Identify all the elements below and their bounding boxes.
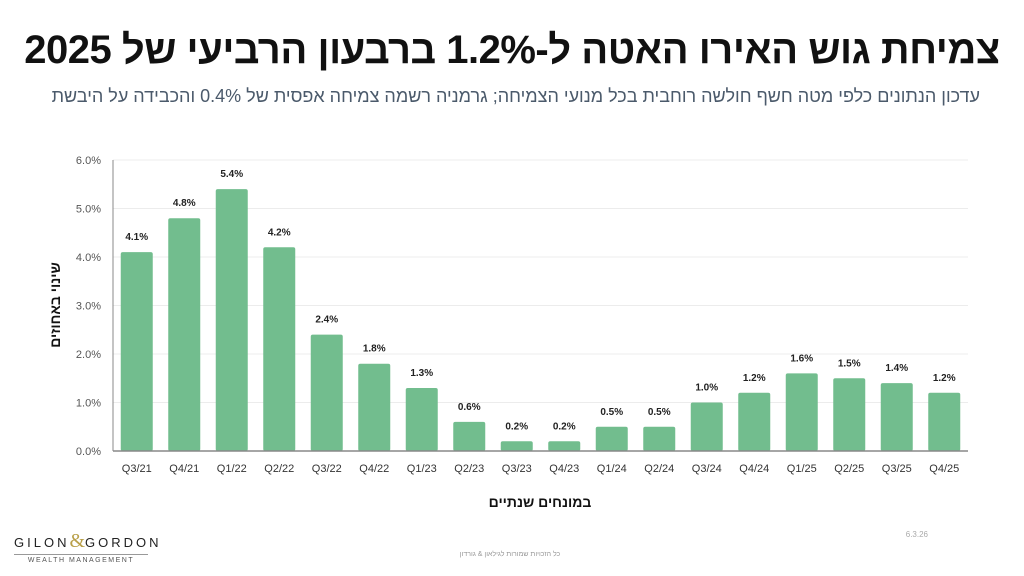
bar [405, 387, 438, 451]
page-subtitle: עדכון הנתונים כלפי מטה חשף חולשה רוחבית … [51, 86, 980, 106]
page-title: צמיחת גוש האירו האטה ל-1.2% ברבעון הרביע… [24, 28, 1000, 72]
bar [785, 373, 818, 451]
x-tick-label: Q3/22 [312, 463, 342, 475]
data-label: 1.4% [885, 363, 908, 374]
bar [120, 252, 153, 451]
data-label: 1.5% [838, 358, 861, 369]
data-label: 1.6% [790, 353, 813, 364]
bar [928, 392, 961, 451]
x-tick-label: Q2/24 [644, 463, 674, 475]
data-label: 4.8% [173, 198, 196, 209]
bar [500, 441, 533, 451]
x-tick-label: Q1/24 [597, 463, 627, 475]
y-tick-label: 1.0% [76, 398, 101, 410]
slide-date: 6.3.26 [905, 530, 928, 539]
x-tick-label: Q3/24 [692, 463, 722, 475]
data-label: 1.2% [933, 373, 956, 384]
bar [168, 218, 201, 451]
data-label: 4.1% [125, 232, 148, 243]
data-label: 0.2% [553, 421, 576, 432]
x-axis-ticks: Q3/21 Q4/21 Q1/22 Q2/22 Q3/22 Q4/22 Q1/23 Q2/23… [122, 463, 959, 475]
data-label: 0.6% [458, 402, 481, 413]
company-logo: GILON&GORDON WEALTH MANAGEMENT [14, 530, 159, 564]
bar [643, 426, 676, 451]
data-labels: 4.1% 4.8% 5.4% 4.2% 2.4% 1.8% 1.3% 0.6% 0.2% 0.2%… [125, 169, 955, 432]
bar [453, 421, 486, 451]
bars [120, 189, 961, 451]
x-tick-label: Q3/25 [882, 463, 912, 475]
x-tick-label: Q2/25 [834, 463, 864, 475]
y-axis-ticks: 0.0% 1.0% 2.0% 3.0% 4.0% 5.0% 6.0% [76, 155, 101, 458]
x-tick-label: Q1/25 [787, 463, 817, 475]
y-tick-label: 3.0% [76, 301, 101, 313]
data-label: 1.2% [743, 373, 766, 384]
x-tick-label: Q2/22 [264, 463, 294, 475]
x-tick-label: Q3/21 [122, 463, 152, 475]
bar [595, 426, 628, 451]
x-tick-label: Q4/22 [359, 463, 389, 475]
data-label: 0.5% [600, 407, 623, 418]
y-tick-label: 6.0% [76, 155, 101, 167]
data-label: 2.4% [315, 315, 338, 326]
logo-divider [14, 554, 148, 555]
logo-left-text: GILON [14, 535, 70, 550]
bar [310, 334, 343, 451]
gridlines [113, 159, 968, 403]
data-label: 0.2% [505, 421, 528, 432]
y-tick-label: 5.0% [76, 204, 101, 216]
x-tick-label: Q4/23 [549, 463, 579, 475]
y-axis-label: שינוי באחוזים [47, 262, 63, 348]
bar [833, 378, 866, 451]
bar [263, 247, 296, 451]
data-label: 5.4% [220, 169, 243, 180]
data-label: 1.0% [695, 383, 718, 394]
x-tick-label: Q2/23 [454, 463, 484, 475]
bar [215, 189, 248, 451]
data-label: 0.5% [648, 407, 671, 418]
x-tick-label: Q3/23 [502, 463, 532, 475]
bar [358, 363, 391, 451]
x-tick-label: Q4/21 [169, 463, 199, 475]
data-label: 1.3% [410, 368, 433, 379]
bar [690, 402, 723, 451]
y-tick-label: 0.0% [76, 446, 101, 458]
x-axis-label: במונחים שנתיים [489, 494, 592, 510]
copyright-footer: כל הזכויות שמורות לגילאון & גורדון [459, 551, 561, 558]
x-tick-label: Q1/22 [217, 463, 247, 475]
data-label: 1.8% [363, 344, 386, 355]
bar [548, 441, 581, 451]
bar [738, 392, 771, 451]
y-tick-label: 2.0% [76, 349, 101, 361]
data-label: 4.2% [268, 227, 291, 238]
logo-ampersand: & [69, 530, 86, 552]
x-tick-label: Q1/23 [407, 463, 437, 475]
y-tick-label: 4.0% [76, 252, 101, 264]
bar [880, 383, 913, 451]
x-tick-label: Q4/25 [929, 463, 959, 475]
logo-subtitle: WEALTH MANAGEMENT [27, 557, 135, 564]
x-tick-label: Q4/24 [739, 463, 769, 475]
logo-right-text: GORDON [85, 535, 162, 550]
